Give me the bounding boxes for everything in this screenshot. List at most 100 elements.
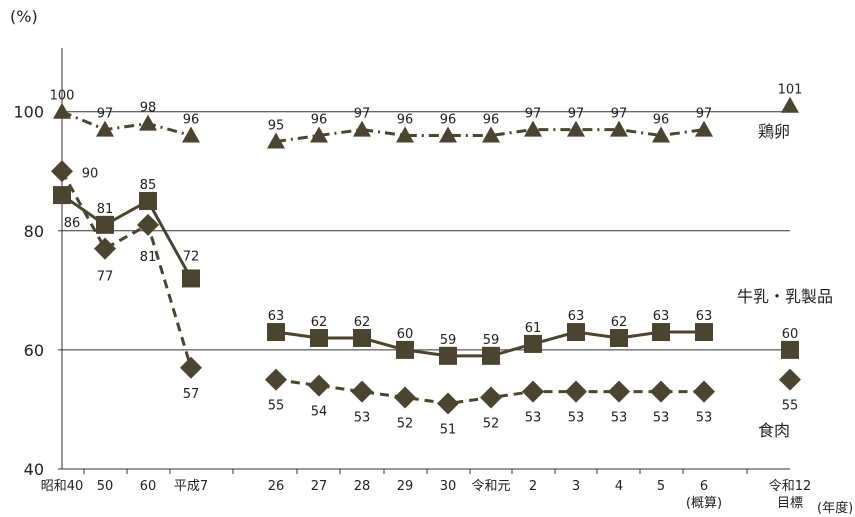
x-tick-label: 令和12 bbox=[769, 479, 812, 494]
data-label: 55 bbox=[268, 399, 285, 414]
series-line-1 bbox=[61, 193, 193, 280]
triangle-marker bbox=[267, 132, 285, 149]
data-label: 101 bbox=[778, 83, 803, 98]
x-tick-label: 29 bbox=[397, 479, 414, 494]
x-tick-label: 平成7 bbox=[174, 479, 208, 494]
data-label: 98 bbox=[140, 101, 157, 116]
diamond-marker bbox=[265, 368, 287, 391]
square-marker bbox=[267, 323, 285, 342]
data-label: 53 bbox=[525, 411, 542, 426]
data-label: 59 bbox=[483, 333, 500, 348]
triangle-marker bbox=[524, 120, 542, 137]
y-tick-label: 100 bbox=[13, 103, 44, 122]
data-label: 97 bbox=[568, 107, 585, 122]
diamond-marker bbox=[137, 213, 159, 236]
series-line-0 bbox=[275, 128, 705, 143]
data-label: 81 bbox=[140, 250, 157, 265]
y-tick-label: 80 bbox=[24, 222, 44, 241]
data-label: 53 bbox=[653, 411, 670, 426]
x-tick-label: 4 bbox=[615, 479, 623, 494]
square-marker bbox=[652, 323, 670, 342]
triangle-marker bbox=[781, 96, 799, 113]
y-axis-unit-label: (%) bbox=[10, 7, 38, 26]
data-label: 96 bbox=[440, 113, 457, 128]
x-tick-sublabel: 目標 bbox=[777, 496, 803, 511]
x-tick-label: 2 bbox=[529, 479, 537, 494]
data-label: 86 bbox=[64, 216, 81, 231]
data-label: 96 bbox=[183, 113, 200, 128]
triangle-marker bbox=[182, 126, 200, 143]
square-marker bbox=[96, 215, 114, 234]
x-tick-label: 5 bbox=[657, 479, 665, 494]
diamond-marker bbox=[94, 237, 116, 260]
diamond-marker bbox=[650, 380, 672, 403]
diamond-marker bbox=[394, 386, 416, 409]
triangle-marker bbox=[396, 126, 414, 143]
diamond-marker bbox=[779, 368, 801, 391]
data-label: 62 bbox=[354, 315, 371, 330]
data-label: 60 bbox=[782, 327, 799, 342]
series-label-milk: 牛乳・乳製品 bbox=[737, 287, 833, 306]
data-label: 53 bbox=[611, 411, 628, 426]
square-marker bbox=[182, 269, 200, 288]
x-tick-label: 27 bbox=[311, 479, 328, 494]
triangle-marker bbox=[96, 120, 114, 137]
data-label: 57 bbox=[183, 387, 200, 402]
triangle-marker bbox=[482, 126, 500, 143]
gridlines bbox=[62, 111, 790, 351]
series-line-2 bbox=[60, 170, 193, 369]
series-label-meat: 食肉 bbox=[758, 421, 790, 440]
x-tick-label: 50 bbox=[97, 479, 114, 494]
square-marker bbox=[139, 192, 157, 211]
diamond-marker bbox=[308, 374, 330, 397]
x-tick-label: 30 bbox=[440, 479, 457, 494]
x-tick-sublabel: (概算) bbox=[686, 496, 722, 511]
data-label: 53 bbox=[696, 411, 713, 426]
x-tick-label: 令和元 bbox=[471, 479, 510, 494]
square-marker bbox=[353, 328, 371, 347]
data-label: 53 bbox=[354, 411, 371, 426]
square-marker bbox=[610, 328, 628, 347]
data-label: 62 bbox=[311, 315, 328, 330]
data-label: 55 bbox=[782, 399, 799, 414]
triangle-marker bbox=[567, 120, 585, 137]
x-tick-label: 昭和40 bbox=[41, 479, 84, 494]
axes: 40 60 80 100 昭和40 50 60 平成7 26 27 28 29 30 令和元 2 3 4 5 6 (概… bbox=[13, 48, 811, 511]
square-marker bbox=[524, 334, 542, 353]
diamond-marker bbox=[480, 386, 502, 409]
data-label: 63 bbox=[568, 309, 585, 324]
y-tick-label: 40 bbox=[24, 460, 44, 479]
data-labels: 100 97 98 96 95 96 97 96 96 96 97 97 97 96 97 101 86 81 85… bbox=[50, 83, 803, 438]
series-line-0 bbox=[61, 110, 192, 137]
data-label: 72 bbox=[183, 249, 200, 264]
data-label: 54 bbox=[311, 405, 328, 420]
x-axis-unit-label: (年度) bbox=[817, 500, 853, 516]
data-label: 81 bbox=[97, 202, 114, 217]
data-label: 63 bbox=[696, 309, 713, 324]
data-label: 59 bbox=[440, 333, 457, 348]
diamond-marker bbox=[693, 380, 715, 403]
data-label: 97 bbox=[611, 107, 628, 122]
square-marker bbox=[695, 323, 713, 342]
data-label: 97 bbox=[97, 107, 114, 122]
data-label: 96 bbox=[483, 113, 500, 128]
x-tick-label: 60 bbox=[140, 479, 157, 494]
square-marker bbox=[482, 346, 500, 365]
series-lines bbox=[60, 110, 705, 406]
series-markers bbox=[51, 96, 801, 415]
x-tick-label: 6 bbox=[700, 479, 708, 494]
data-label: 63 bbox=[268, 309, 285, 324]
square-marker bbox=[567, 323, 585, 342]
x-tick-label: 3 bbox=[572, 479, 580, 494]
diamond-marker bbox=[180, 356, 202, 379]
data-label: 61 bbox=[525, 321, 542, 336]
diamond-marker bbox=[51, 160, 73, 183]
diamond-marker bbox=[437, 392, 459, 415]
diamond-marker bbox=[522, 380, 544, 403]
data-label: 52 bbox=[483, 417, 500, 432]
triangle-marker bbox=[353, 120, 371, 137]
data-label: 96 bbox=[311, 113, 328, 128]
triangle-marker bbox=[652, 126, 670, 143]
triangle-marker bbox=[610, 120, 628, 137]
